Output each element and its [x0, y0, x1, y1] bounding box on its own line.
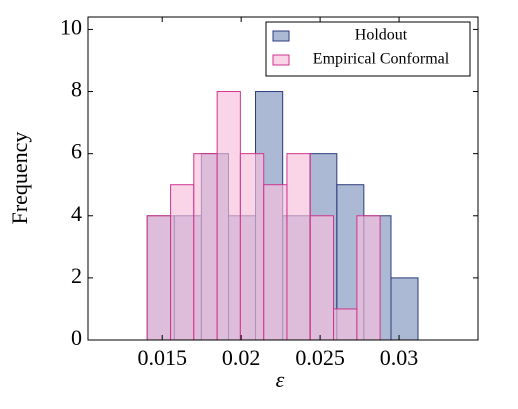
- y-axis-label: Frequency: [7, 132, 32, 225]
- bar: [263, 184, 288, 341]
- legend-label: Empirical Conformal: [313, 51, 450, 68]
- x-axis-label: ε: [276, 367, 285, 392]
- x-tick-label: 0.03: [380, 345, 419, 370]
- y-tick-label: 10: [60, 14, 82, 39]
- x-tick-label: 0.025: [295, 345, 345, 370]
- bar: [146, 215, 172, 341]
- y-tick-label: 8: [71, 77, 82, 102]
- y-tick-label: 0: [71, 325, 82, 350]
- bar: [356, 215, 381, 341]
- bar: [239, 153, 265, 341]
- legend-swatch: [272, 54, 290, 66]
- bar: [333, 308, 358, 341]
- y-tick-label: 4: [71, 201, 82, 226]
- legend-swatch: [272, 30, 290, 42]
- bar: [216, 91, 241, 341]
- bar: [193, 153, 218, 341]
- x-tick-label: 0.015: [137, 345, 187, 370]
- bar: [390, 277, 419, 341]
- x-tick-label: 0.02: [222, 345, 261, 370]
- bar: [309, 215, 335, 341]
- plot-frame: [87, 16, 479, 341]
- y-tick-label: 2: [71, 263, 82, 288]
- bar: [170, 184, 195, 341]
- y-tick-label: 6: [71, 139, 82, 164]
- bar: [286, 153, 311, 341]
- legend-label: Holdout: [355, 27, 408, 44]
- legend-box: [265, 21, 471, 77]
